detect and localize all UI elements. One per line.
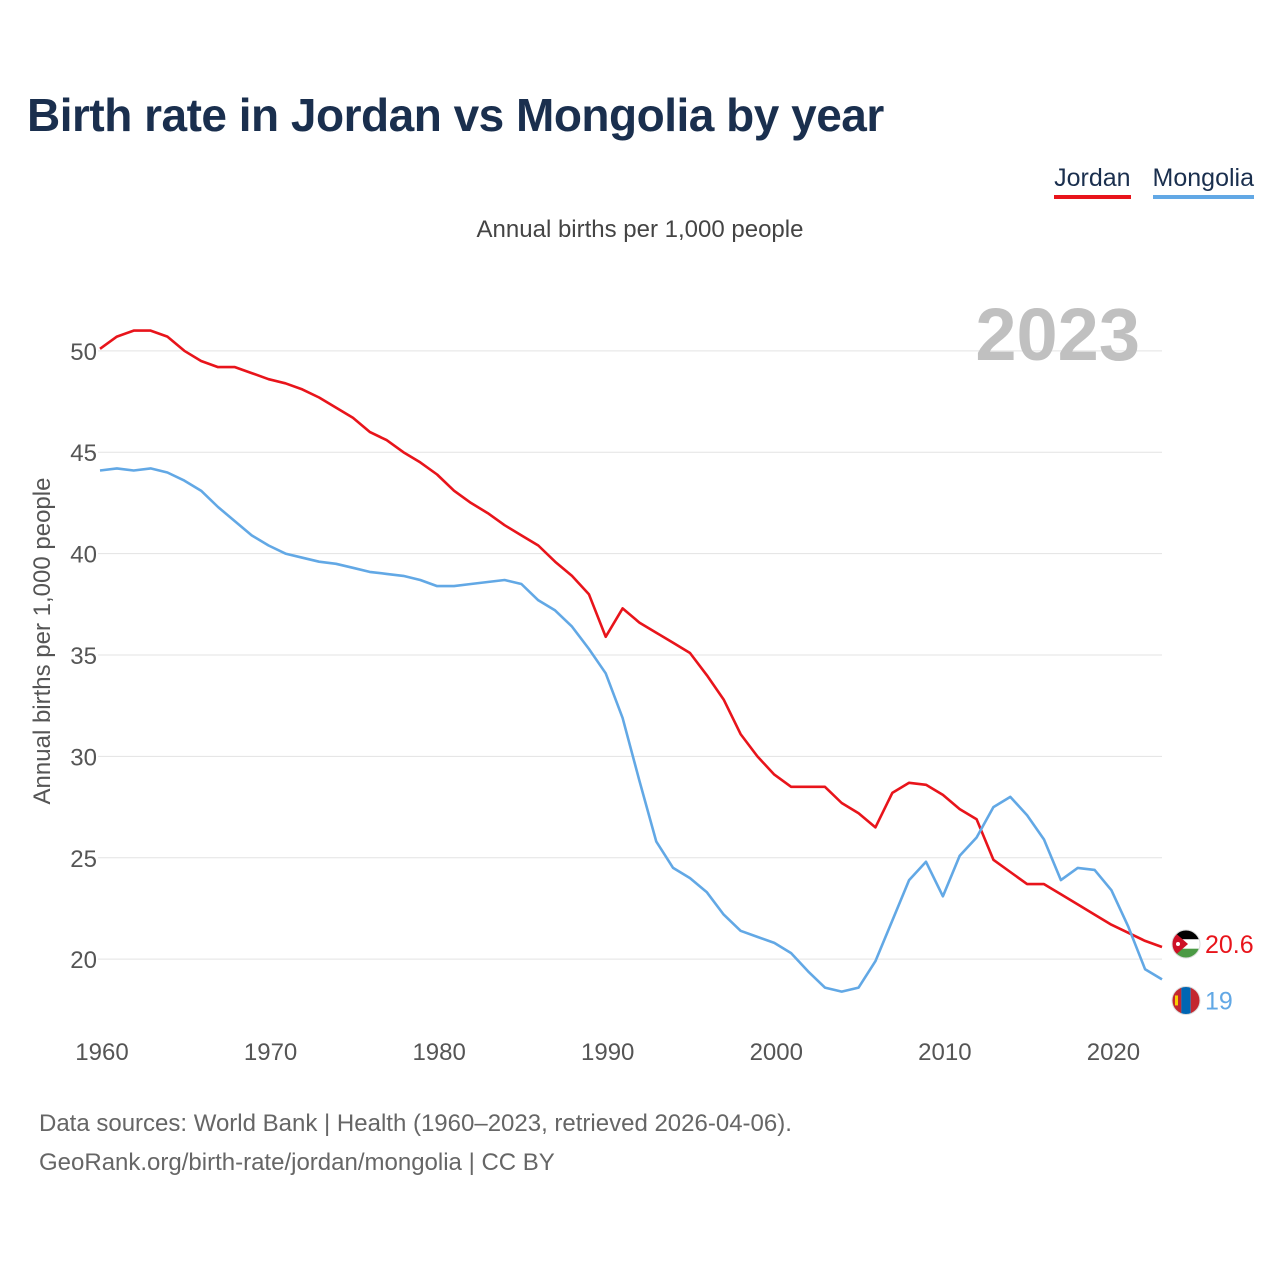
end-label-jordan: 20.6 xyxy=(1205,931,1254,959)
series-line-jordan[interactable] xyxy=(99,329,1163,949)
x-tick-label: 2010 xyxy=(918,1039,971,1066)
y-tick-label: 50 xyxy=(70,339,97,366)
legend-item-jordan[interactable]: Jordan xyxy=(1054,164,1131,199)
x-axis-ticks: 1960 1970 1980 1990 2000 2010 2020 xyxy=(75,1039,1140,1066)
y-tick-label: 20 xyxy=(70,947,97,974)
y-tick-label: 35 xyxy=(70,643,97,670)
year-label: 2023 xyxy=(975,293,1140,376)
x-tick-label: 1980 xyxy=(412,1039,465,1066)
gridlines xyxy=(98,350,1162,960)
mongolia-flag-icon xyxy=(1171,985,1201,1015)
end-label-mongolia: 19 xyxy=(1205,987,1233,1015)
y-tick-label: 30 xyxy=(70,744,97,771)
chart-title: Birth rate in Jordan vs Mongolia by year xyxy=(27,89,884,141)
y-tick-label: 45 xyxy=(70,440,97,467)
x-tick-label: 1960 xyxy=(75,1039,128,1066)
x-tick-label: 2020 xyxy=(1087,1039,1140,1066)
series-line-mongolia[interactable] xyxy=(99,467,1163,993)
legend-item-mongolia[interactable]: Mongolia xyxy=(1152,164,1254,199)
y-tick-label: 25 xyxy=(70,846,97,873)
data-source-note: Data sources: World Bank | Health (1960–… xyxy=(39,1110,792,1137)
footer: Data sources: World Bank | Health (1960–… xyxy=(39,1104,792,1182)
x-tick-label: 2000 xyxy=(750,1039,803,1066)
x-tick-label: 1990 xyxy=(581,1039,634,1066)
y-tick-label: 40 xyxy=(70,542,97,569)
end-markers: 20.6 19 xyxy=(1171,929,1254,1015)
legend: Jordan Mongolia xyxy=(1054,164,1254,199)
chart-subtitle: Annual births per 1,000 people xyxy=(476,216,804,243)
x-tick-label: 1970 xyxy=(244,1039,297,1066)
jordan-flag-icon xyxy=(1171,929,1201,959)
y-axis-label: Annual births per 1,000 people xyxy=(29,478,56,805)
series-group xyxy=(99,329,1163,993)
source-url[interactable]: GeoRank.org/birth-rate/jordan/mongolia |… xyxy=(39,1149,555,1176)
y-axis-ticks: 20 25 30 35 40 45 50 xyxy=(70,339,97,974)
